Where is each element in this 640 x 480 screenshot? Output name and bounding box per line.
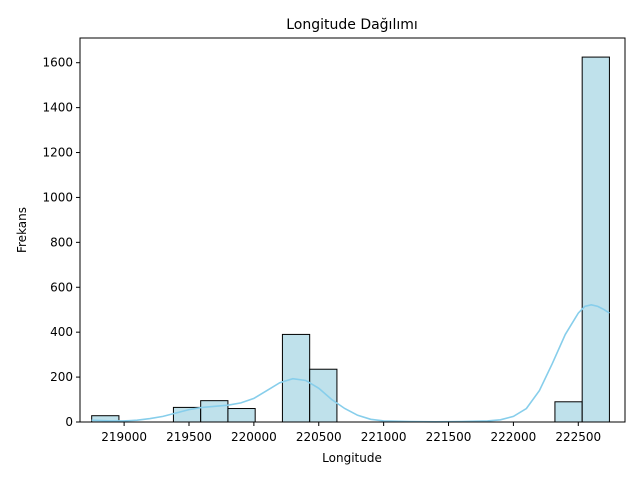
y-tick-label-7: 1400 xyxy=(42,101,73,115)
x-axis-label: Longitude xyxy=(322,451,382,465)
x-tick-label-4: 221000 xyxy=(361,430,407,444)
y-tick-label-3: 600 xyxy=(50,280,73,294)
x-tick-label-2: 220000 xyxy=(231,430,277,444)
y-tick-label-2: 400 xyxy=(50,325,73,339)
histogram-bar-5 xyxy=(227,408,256,423)
x-tick-label-0: 219000 xyxy=(101,430,147,444)
y-tick-label-5: 1000 xyxy=(42,190,73,204)
histogram-bar-7 xyxy=(281,333,311,423)
histogram-bars xyxy=(91,56,610,423)
x-tick-label-7: 222500 xyxy=(555,430,601,444)
y-axis-label: Frekans xyxy=(15,207,29,253)
histogram-bar-18 xyxy=(581,56,610,423)
histogram-bar-17 xyxy=(554,401,583,423)
y-tick-label-0: 0 xyxy=(65,415,73,429)
chart-title: Longitude Dağılımı xyxy=(286,17,418,33)
histogram-bar-8 xyxy=(309,368,338,423)
x-axis-ticks: 219000 219500 220000 220500 221000 221500 2220… xyxy=(101,422,601,444)
plot-frame xyxy=(79,37,626,423)
x-tick-label-1: 219500 xyxy=(166,430,212,444)
x-tick-label-6: 222000 xyxy=(490,430,536,444)
histogram-bar-4 xyxy=(200,400,229,423)
x-tick-label-5: 221500 xyxy=(426,430,472,444)
x-tick-label-3: 220500 xyxy=(296,430,342,444)
y-tick-label-6: 1200 xyxy=(42,146,73,160)
y-tick-label-8: 1600 xyxy=(42,56,73,70)
y-axis-ticks: 0 200 400 600 800 1000 1200 1400 1600 xyxy=(42,56,80,429)
y-tick-label-1: 200 xyxy=(50,370,73,384)
kde-line xyxy=(91,303,610,423)
y-tick-label-4: 800 xyxy=(50,235,73,249)
